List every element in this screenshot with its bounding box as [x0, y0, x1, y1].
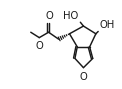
Text: HO: HO [63, 11, 78, 21]
Text: O: O [80, 72, 87, 82]
Text: OH: OH [100, 20, 115, 30]
Text: O: O [46, 11, 53, 21]
Text: O: O [35, 41, 43, 51]
